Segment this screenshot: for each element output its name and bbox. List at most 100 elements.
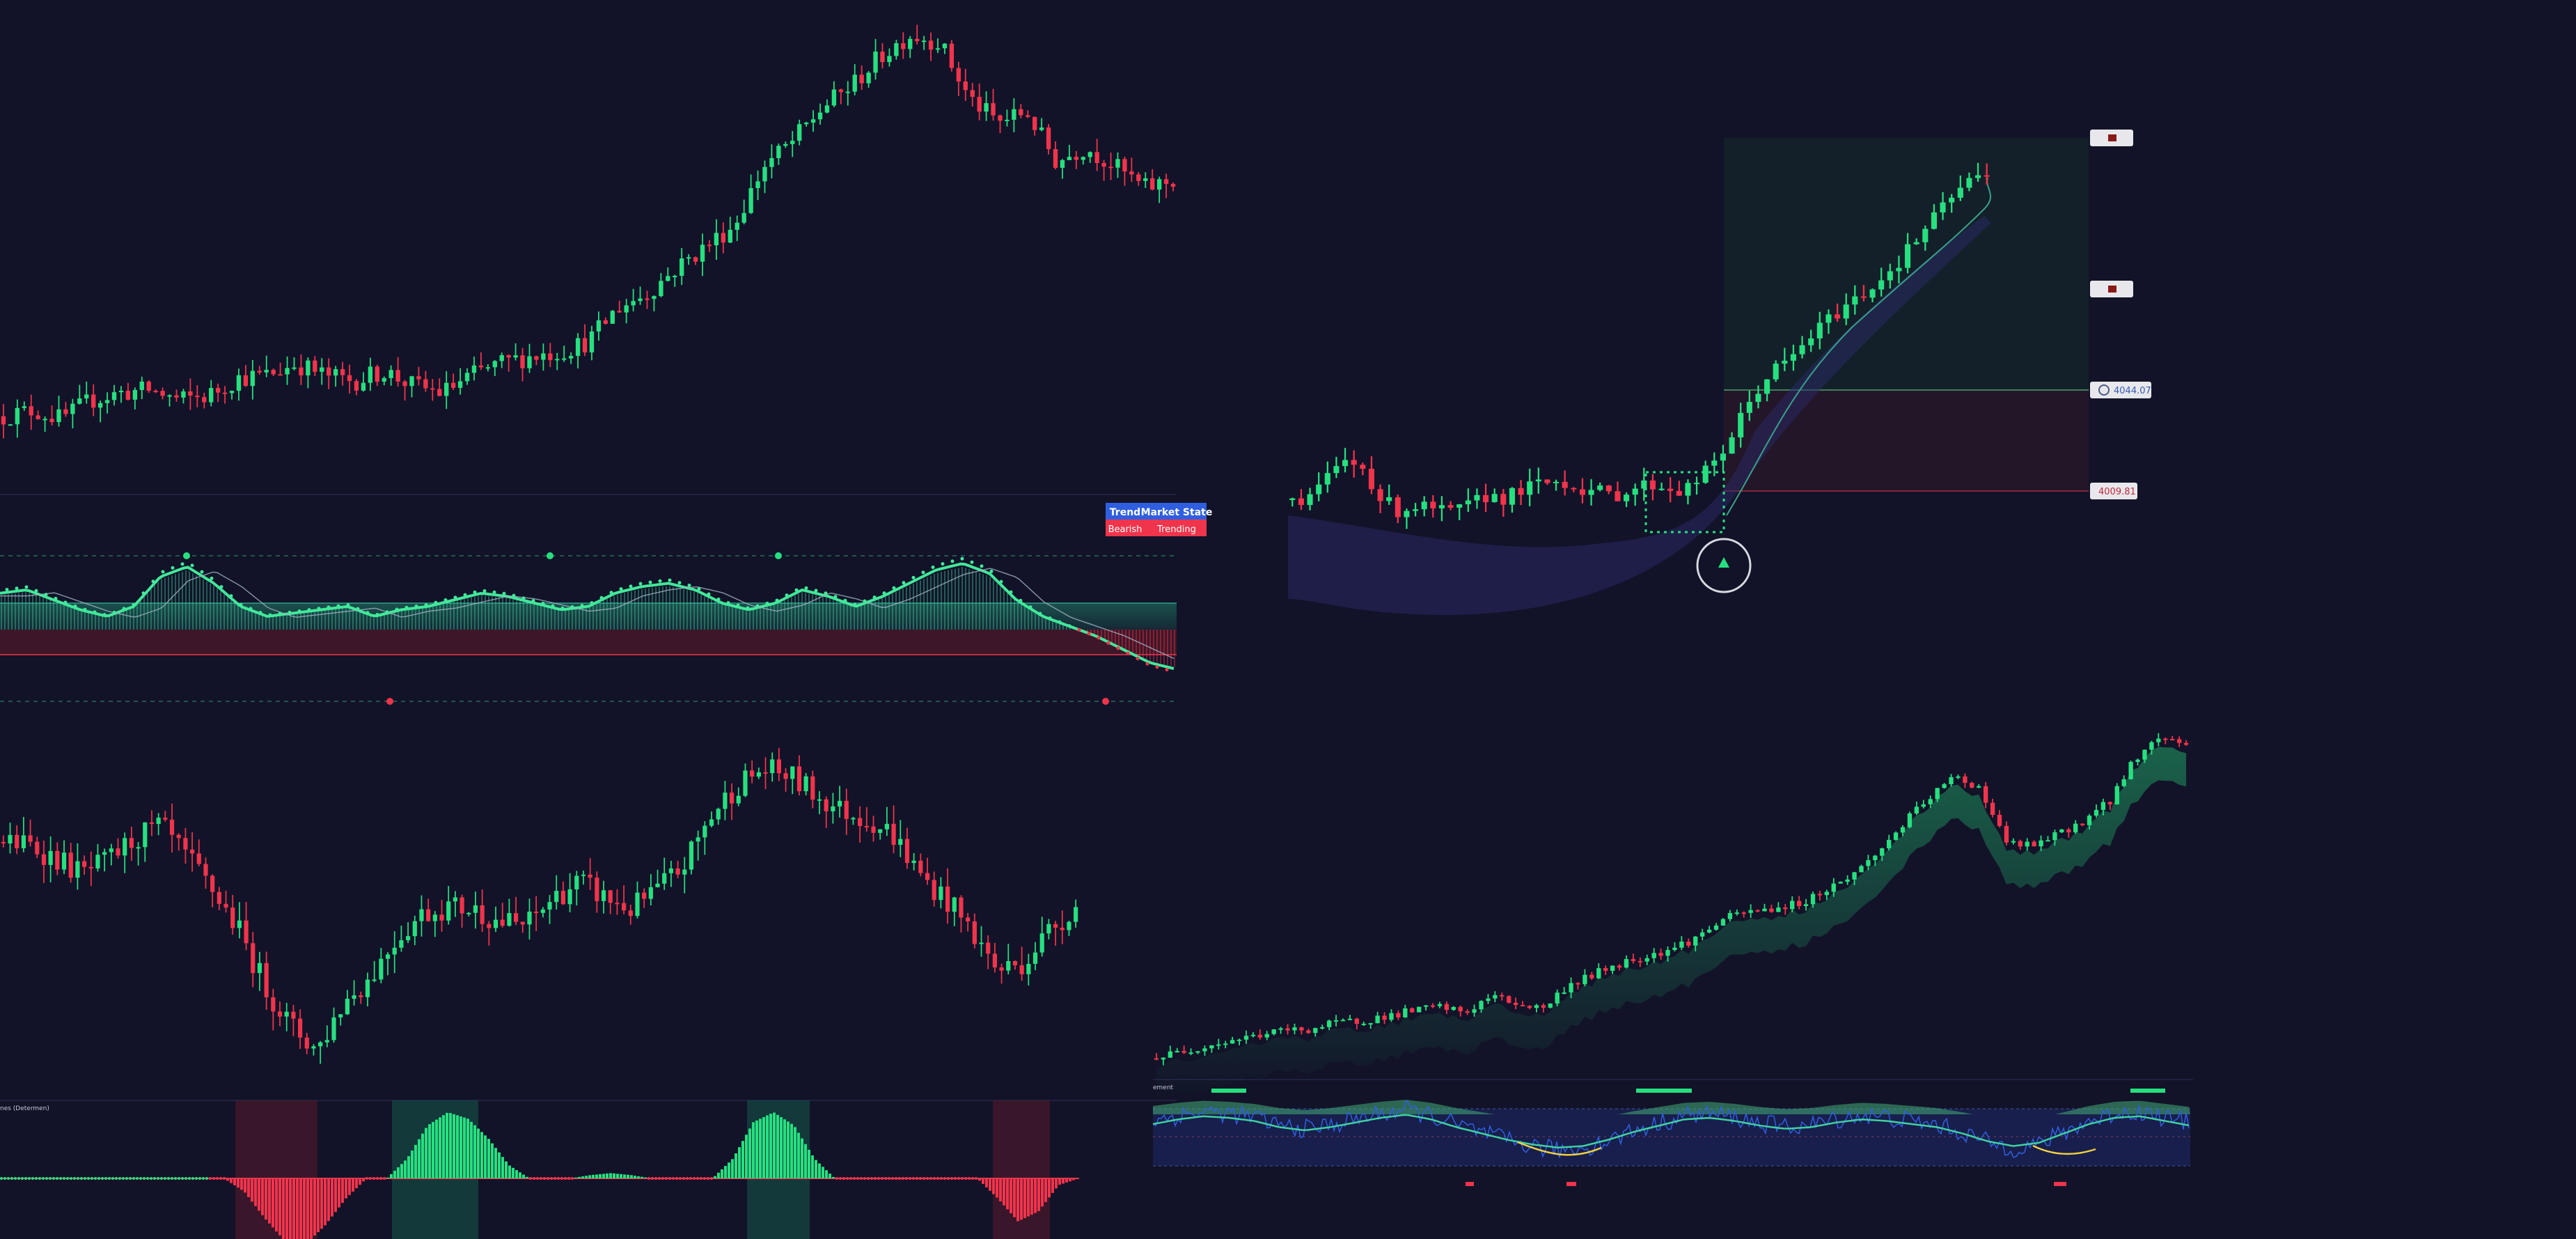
candle-body <box>1060 159 1065 168</box>
candle-body <box>1216 1044 1221 1046</box>
candle-body <box>189 849 195 854</box>
candle-body <box>1597 485 1603 490</box>
candle-body <box>243 375 249 387</box>
candle-body <box>136 847 141 849</box>
candle-body <box>1880 848 1885 856</box>
candle-body <box>1702 465 1709 483</box>
candle-body <box>858 818 863 827</box>
candle-body <box>473 905 478 913</box>
osc-dot <box>44 593 48 597</box>
osc-dot <box>200 570 204 574</box>
candle-body <box>1694 483 1700 485</box>
osc-dot <box>434 600 438 605</box>
candle-body <box>1651 953 1656 958</box>
breakout-box <box>1644 471 1725 533</box>
candle-body <box>770 759 775 774</box>
candle-body <box>908 38 913 49</box>
osc-dot <box>892 586 896 590</box>
candle-body <box>1 842 6 844</box>
candle-body <box>277 1011 283 1017</box>
candle-body <box>402 381 407 387</box>
candle-body <box>866 72 871 84</box>
candle-body <box>359 995 363 997</box>
candle-body <box>450 382 456 388</box>
candle-body <box>762 166 767 182</box>
candle-body <box>1005 119 1010 121</box>
hist-dot <box>369 1177 372 1180</box>
candle-body <box>399 940 404 948</box>
candle-body <box>2032 841 2036 847</box>
candle-body <box>1928 799 1933 804</box>
osc-dot <box>1048 616 1052 621</box>
candle-body <box>1396 1013 1401 1018</box>
candle-body <box>15 834 19 848</box>
osc-dot <box>775 598 779 602</box>
osc-dot <box>911 575 916 579</box>
hist-dot <box>567 1177 570 1180</box>
osc-dot <box>590 601 594 605</box>
candle-body <box>824 105 830 113</box>
trend-state-table: Trend Market State Bearish Trending <box>1106 503 1212 536</box>
candle-body <box>668 868 674 873</box>
candle-body <box>534 911 539 913</box>
candle-body <box>1168 1051 1172 1058</box>
candle-body <box>631 301 636 306</box>
candle-body <box>1907 813 1913 827</box>
osc-dot <box>941 562 945 566</box>
hist-dot <box>97 1177 100 1180</box>
candle-body <box>935 48 941 50</box>
candle-body <box>217 891 221 904</box>
candle-body <box>596 320 602 332</box>
candle-body <box>331 1017 336 1041</box>
candle-body <box>1544 479 1550 483</box>
osc-dot <box>599 595 604 600</box>
candle-body <box>945 886 950 912</box>
candle-body <box>959 897 964 918</box>
candle-body <box>938 886 943 901</box>
candle-body <box>1649 480 1656 490</box>
signal-marker <box>775 552 782 559</box>
osc-dot <box>268 613 272 617</box>
candle-body <box>1430 1005 1436 1007</box>
candle-body <box>624 305 629 313</box>
candle-body <box>176 834 181 839</box>
osc-dot <box>648 580 652 584</box>
candle-body <box>196 853 201 864</box>
candle-body <box>884 823 890 829</box>
candle-body <box>2045 840 2050 842</box>
candle-body <box>2025 841 2029 847</box>
candle-body <box>63 409 68 414</box>
candle-body <box>1641 480 1647 489</box>
candle-body <box>311 1046 316 1049</box>
hist-dot <box>693 1177 696 1180</box>
candle-body <box>419 909 424 921</box>
candle-body <box>432 914 437 921</box>
candle-body <box>755 181 760 189</box>
candle-body <box>1582 974 1587 985</box>
candle-body <box>395 370 400 382</box>
candle-body <box>244 920 249 944</box>
hist-dot <box>679 1177 682 1180</box>
candle-body <box>257 963 262 974</box>
hist-dot <box>846 1177 849 1180</box>
candle-body <box>1032 952 1038 964</box>
candle-body <box>382 377 386 382</box>
candle-body <box>776 146 781 159</box>
candle-body <box>1831 883 1836 892</box>
stop-price-label <box>2090 483 2137 499</box>
candle-body <box>507 913 512 926</box>
hist-dot <box>954 1177 957 1180</box>
table-row-bg <box>1106 520 1207 536</box>
candle-body <box>1990 802 1995 815</box>
candle-body <box>464 373 470 382</box>
candle-body <box>1562 481 1568 488</box>
hist-dot <box>66 1177 69 1180</box>
candle-body <box>1878 280 1885 290</box>
hist-dot <box>45 1177 48 1180</box>
hist-dot <box>122 1177 125 1180</box>
candle-body <box>1921 804 1926 807</box>
candle-body <box>388 370 393 378</box>
candle-body <box>1122 159 1127 172</box>
candle-body <box>1236 1039 1242 1041</box>
candle-body <box>1053 924 1058 928</box>
